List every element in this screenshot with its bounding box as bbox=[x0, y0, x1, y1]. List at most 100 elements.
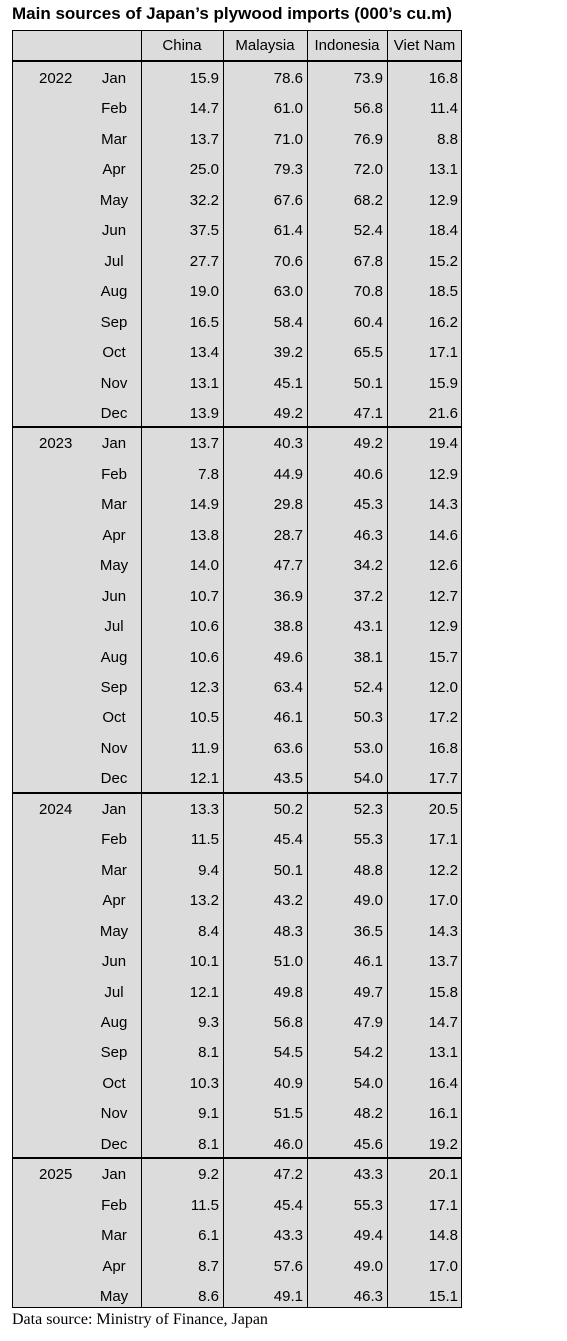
value-cell: 45.4 bbox=[273, 831, 303, 849]
value-cell: 13.8 bbox=[189, 526, 219, 544]
value-cell: 12.9 bbox=[428, 618, 458, 636]
value-cell: 9.4 bbox=[198, 861, 219, 879]
value-cell: 53.0 bbox=[353, 739, 383, 757]
column-divider bbox=[307, 31, 308, 1307]
column-divider bbox=[141, 31, 142, 1307]
month-label: May bbox=[99, 1288, 129, 1305]
value-cell: 49.0 bbox=[353, 892, 383, 910]
value-cell: 12.1 bbox=[189, 770, 219, 788]
value-cell: 47.1 bbox=[353, 404, 383, 422]
value-cell: 36.5 bbox=[353, 922, 383, 940]
value-cell: 70.6 bbox=[273, 252, 303, 270]
year-label: 2022 bbox=[39, 70, 73, 87]
value-cell: 18.5 bbox=[428, 283, 458, 301]
value-cell: 13.1 bbox=[428, 161, 458, 179]
value-cell: 48.3 bbox=[273, 922, 303, 940]
value-cell: 52.4 bbox=[353, 222, 383, 240]
value-cell: 17.1 bbox=[428, 344, 458, 362]
value-cell: 11.9 bbox=[190, 739, 219, 757]
title: Main sources of Japan’s plywood imports … bbox=[12, 4, 452, 23]
value-cell: 47.7 bbox=[273, 557, 303, 575]
column-divider bbox=[223, 31, 224, 1307]
month-label: Jan bbox=[101, 435, 127, 453]
month-label: Feb bbox=[101, 1196, 127, 1214]
value-cell: 54.2 bbox=[353, 1044, 383, 1062]
value-cell: 19.2 bbox=[428, 1135, 458, 1153]
value-cell: 17.1 bbox=[428, 831, 458, 849]
value-cell: 63.0 bbox=[273, 283, 303, 301]
value-cell: 15.2 bbox=[428, 252, 458, 270]
value-cell: 40.6 bbox=[353, 465, 383, 483]
value-cell: 8.6 bbox=[198, 1288, 219, 1305]
value-cell: 16.2 bbox=[428, 313, 458, 331]
value-cell: 12.6 bbox=[428, 557, 458, 575]
value-cell: 37.2 bbox=[353, 587, 383, 605]
block-divider bbox=[13, 791, 461, 794]
value-cell: 61.0 bbox=[273, 100, 303, 118]
value-cell: 49.2 bbox=[353, 435, 383, 453]
column-header: Viet Nam bbox=[393, 37, 456, 54]
value-cell: 17.0 bbox=[428, 892, 458, 910]
month-label: Nov bbox=[100, 739, 128, 757]
month-label: Apr bbox=[102, 161, 126, 179]
value-cell: 20.5 bbox=[428, 800, 458, 818]
value-cell: 17.1 bbox=[428, 1196, 458, 1214]
value-cell: 55.3 bbox=[353, 831, 383, 849]
value-cell: 19.0 bbox=[189, 283, 219, 301]
month-label: Dec bbox=[100, 770, 128, 788]
value-cell: 29.8 bbox=[273, 496, 303, 514]
month-label: Mar bbox=[101, 130, 127, 148]
value-cell: 44.9 bbox=[273, 465, 303, 483]
value-cell: 16.5 bbox=[189, 313, 219, 331]
value-cell: 11.5 bbox=[190, 1196, 219, 1214]
value-cell: 46.1 bbox=[353, 953, 383, 971]
value-cell: 14.7 bbox=[189, 100, 219, 118]
month-label: Jun bbox=[101, 953, 127, 971]
month-label: Feb bbox=[101, 831, 127, 849]
value-cell: 45.1 bbox=[273, 374, 303, 392]
value-cell: 67.6 bbox=[273, 191, 303, 209]
value-cell: 15.7 bbox=[428, 648, 458, 666]
value-cell: 70.8 bbox=[353, 283, 383, 301]
value-cell: 46.0 bbox=[273, 1135, 303, 1153]
value-cell: 11.5 bbox=[190, 831, 219, 849]
value-cell: 13.3 bbox=[189, 800, 219, 818]
column-header: China bbox=[162, 37, 202, 54]
value-cell: 49.7 bbox=[353, 983, 383, 1001]
value-cell: 49.2 bbox=[273, 404, 303, 422]
value-cell: 27.7 bbox=[189, 252, 219, 270]
month-label: Jul bbox=[104, 618, 124, 636]
value-cell: 61.4 bbox=[273, 222, 303, 240]
value-cell: 10.3 bbox=[189, 1074, 219, 1092]
value-cell: 14.3 bbox=[428, 922, 458, 940]
value-cell: 43.5 bbox=[273, 770, 303, 788]
year-label: 2023 bbox=[39, 435, 73, 453]
value-cell: 60.4 bbox=[353, 313, 383, 331]
month-label: Jun bbox=[101, 587, 127, 605]
value-cell: 20.1 bbox=[428, 1166, 458, 1184]
value-cell: 72.0 bbox=[353, 161, 383, 179]
value-cell: 34.2 bbox=[353, 557, 383, 575]
value-cell: 9.3 bbox=[198, 1013, 219, 1031]
value-cell: 10.7 bbox=[189, 587, 219, 605]
value-cell: 17.2 bbox=[428, 709, 458, 727]
value-cell: 10.5 bbox=[189, 709, 219, 727]
month-label: Mar bbox=[101, 1227, 127, 1245]
value-cell: 50.2 bbox=[273, 800, 303, 818]
value-cell: 13.9 bbox=[189, 404, 219, 422]
value-cell: 48.8 bbox=[353, 861, 383, 879]
value-cell: 10.6 bbox=[189, 648, 219, 666]
value-cell: 49.8 bbox=[273, 983, 303, 1001]
value-cell: 10.6 bbox=[189, 618, 219, 636]
value-cell: 45.3 bbox=[353, 496, 383, 514]
month-label: Dec bbox=[100, 1135, 128, 1153]
value-cell: 11.4 bbox=[429, 100, 458, 118]
month-label: Sep bbox=[100, 679, 128, 696]
value-cell: 9.1 bbox=[198, 1105, 219, 1123]
month-label: May bbox=[99, 191, 129, 209]
month-label: Jan bbox=[101, 70, 127, 87]
month-label: Aug bbox=[100, 283, 128, 301]
value-cell: 45.6 bbox=[353, 1135, 383, 1153]
month-label: Oct bbox=[102, 709, 126, 727]
value-cell: 15.9 bbox=[428, 374, 458, 392]
